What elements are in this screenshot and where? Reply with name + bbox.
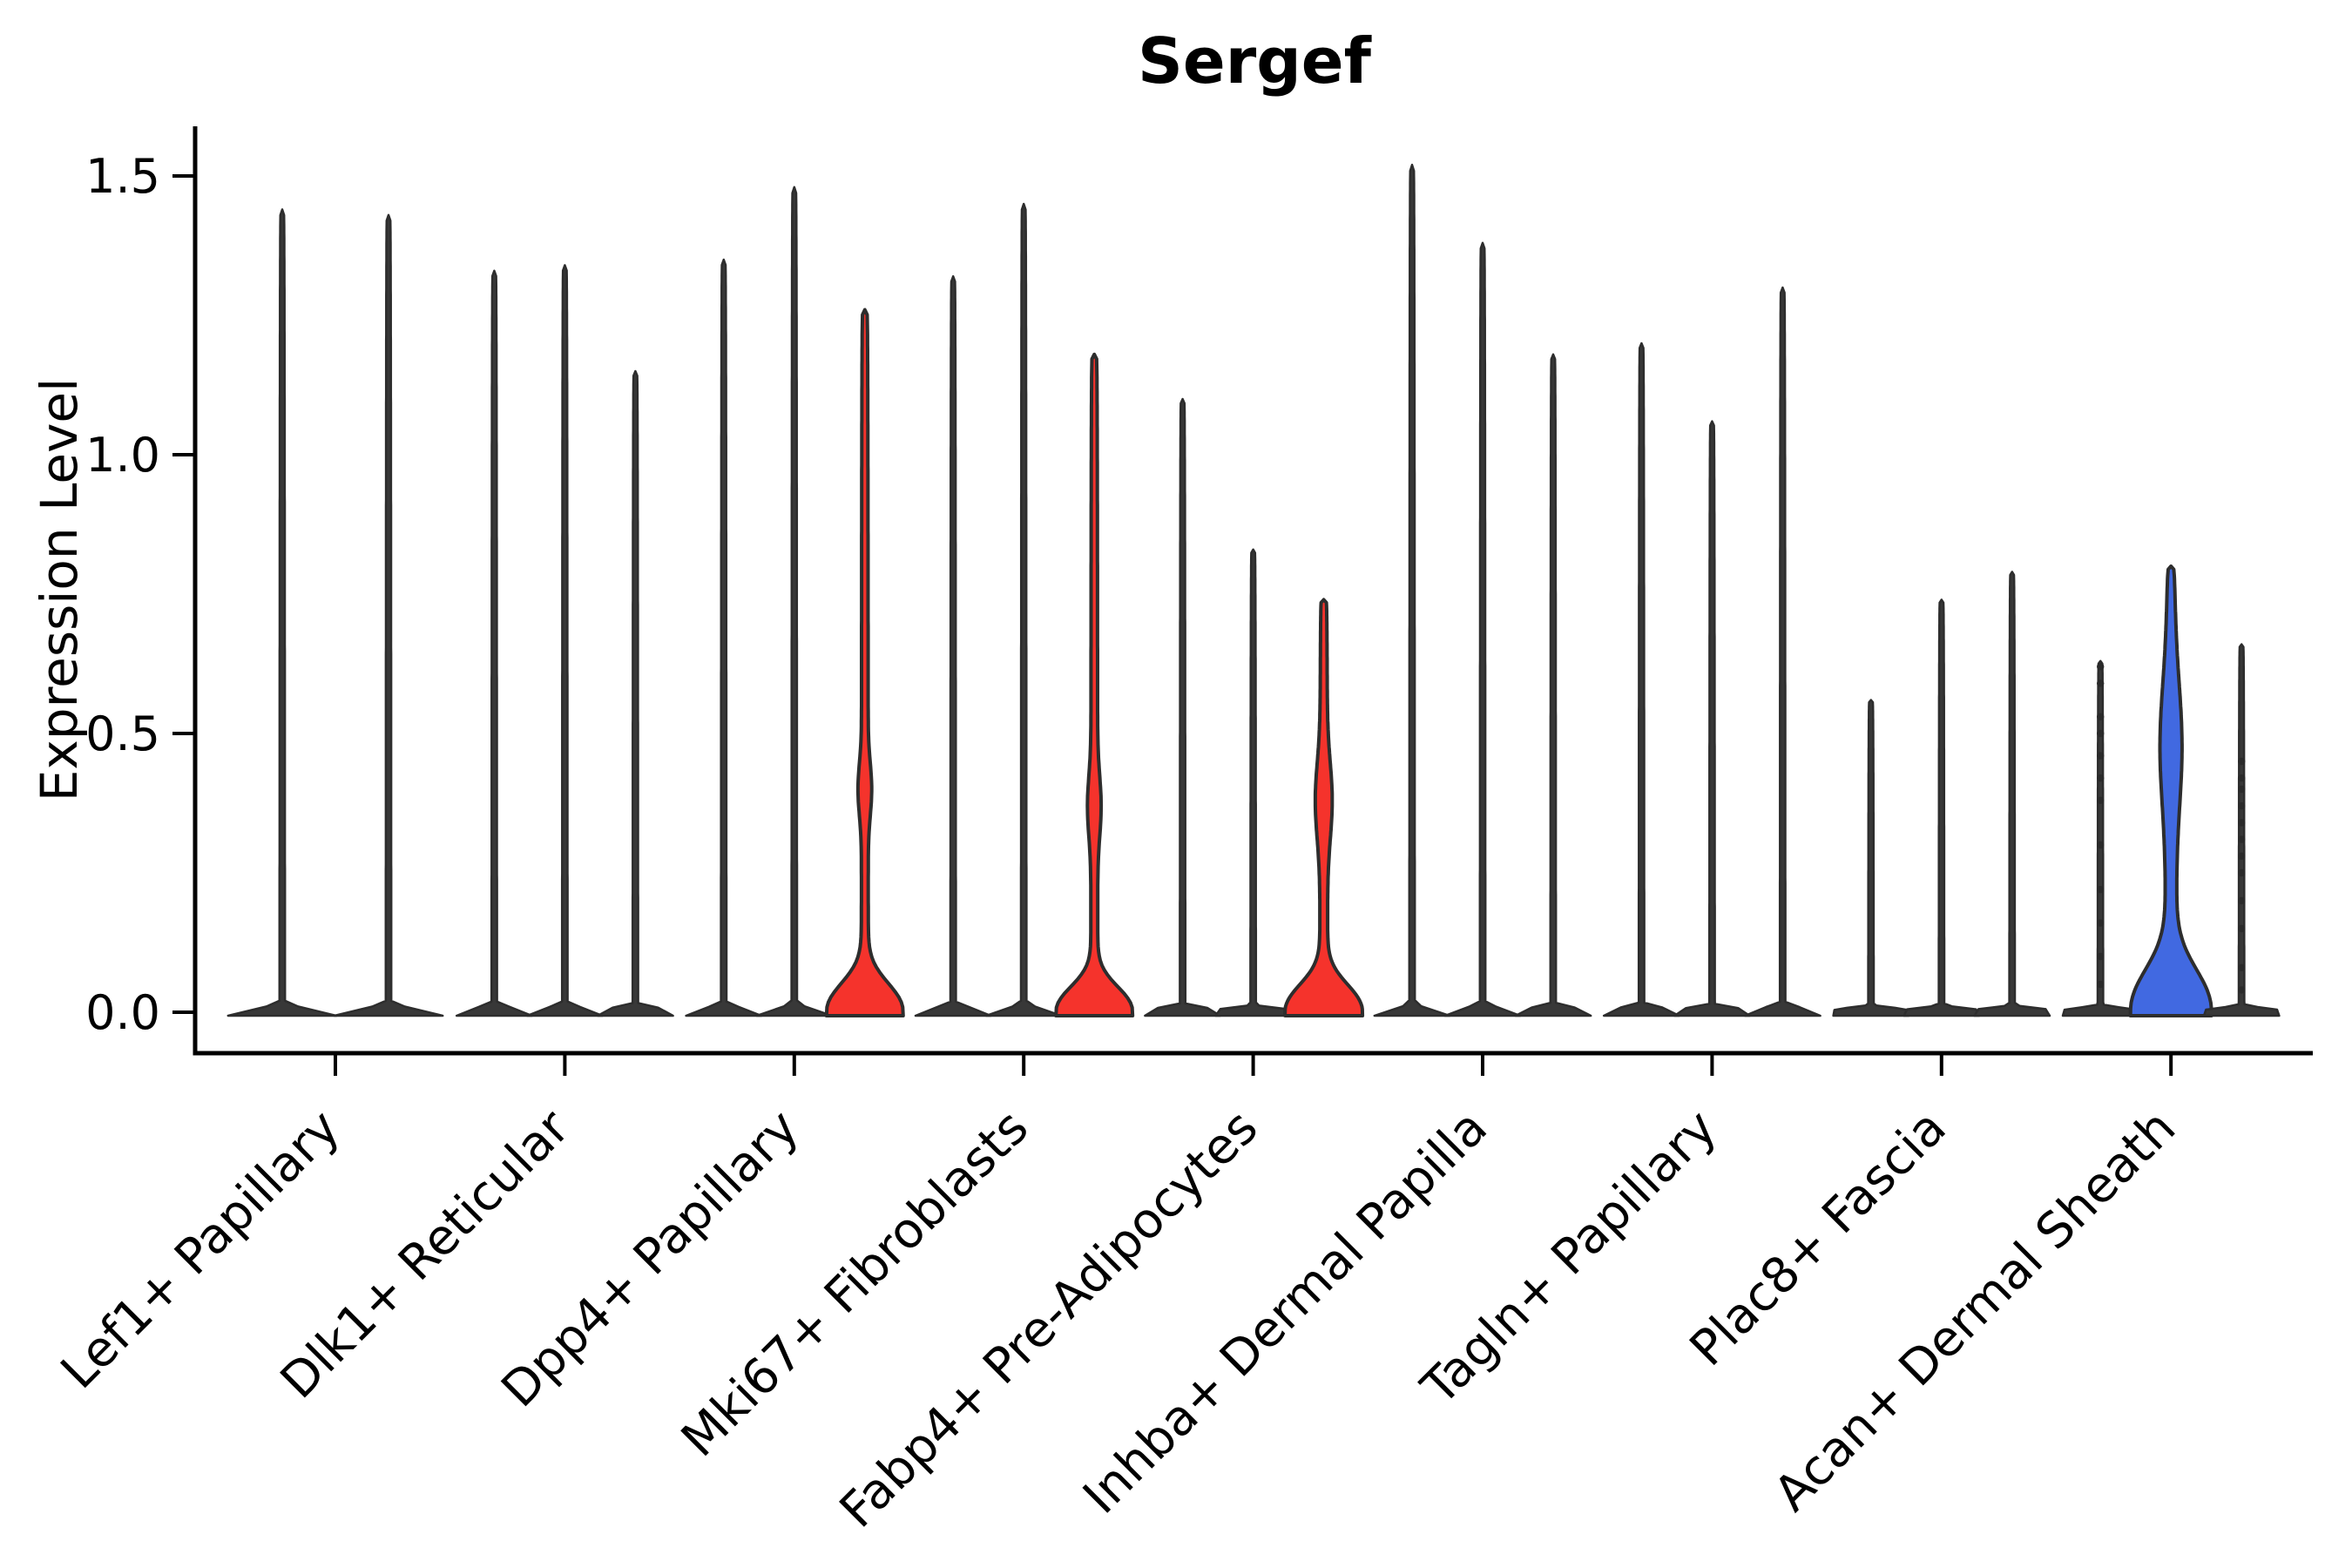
- violin-spike: [984, 202, 1063, 1017]
- y-tick-label: 0.5: [85, 706, 160, 761]
- violin-spike: [1373, 163, 1451, 1017]
- violin-spike: [2202, 643, 2281, 1017]
- jitter-point: [2238, 819, 2246, 827]
- violin-spike: [1673, 420, 1751, 1017]
- violin-spike: [1443, 241, 1522, 1017]
- jitter-point: [2097, 796, 2105, 804]
- violin-spike: [685, 258, 763, 1017]
- jitter-point: [2238, 963, 2246, 972]
- violin-red: [824, 308, 905, 1017]
- jitter-point: [2097, 729, 2105, 738]
- y-tick-label: 0.0: [85, 985, 160, 1040]
- violin-spike: [455, 269, 533, 1017]
- jitter-point: [2238, 774, 2246, 782]
- jitter-point: [2097, 663, 2105, 671]
- x-tick-label: Inhba+ Dermal Papilla: [1072, 1099, 1498, 1525]
- jitter-point: [2238, 785, 2246, 794]
- x-tick-label: Fabp4+ Pre-Adipocytes: [829, 1099, 1269, 1539]
- jitter-point: [2097, 919, 2105, 927]
- violin-spike: [333, 213, 444, 1017]
- violin-spike: [1602, 341, 1680, 1017]
- jitter-point: [2097, 980, 2105, 989]
- violin-spike: [1214, 548, 1293, 1017]
- jitter-point: [2238, 896, 2246, 905]
- jitter-point: [2097, 886, 2105, 894]
- violin-spike: [1514, 353, 1592, 1017]
- violin-red: [1283, 598, 1365, 1017]
- violin-spike: [226, 208, 338, 1017]
- violin-spike: [914, 274, 992, 1017]
- jitter-point: [2097, 774, 2105, 782]
- violin-spike: [596, 369, 674, 1017]
- violin-red: [1054, 352, 1135, 1017]
- jitter-point: [2238, 868, 2246, 877]
- violin-spike: [1973, 571, 2051, 1017]
- violin-spike: [2061, 659, 2139, 1017]
- violin-spike: [1144, 397, 1222, 1017]
- violins-layer: [226, 163, 2281, 1017]
- violin-spike: [525, 264, 604, 1017]
- jitter-point: [2238, 924, 2246, 933]
- jitter-point: [2238, 802, 2246, 810]
- jitter-point: [2097, 679, 2105, 687]
- violin-spike: [1743, 286, 1821, 1017]
- x-tick-label: Acan+ Dermal Sheath: [1763, 1099, 2186, 1523]
- jitter-point: [2238, 852, 2246, 860]
- jitter-point: [2238, 986, 2246, 994]
- y-tick-label: 1.0: [85, 428, 160, 483]
- chart-title: Sergef: [1138, 24, 1372, 98]
- violin-spike: [1832, 699, 1910, 1017]
- jitter-point: [2097, 841, 2105, 849]
- jitter-point: [2238, 835, 2246, 843]
- jitter-point: [2238, 757, 2246, 766]
- jitter-point: [2097, 952, 2105, 961]
- violin-spike: [1903, 598, 1981, 1017]
- violin-blue: [2128, 564, 2213, 1017]
- violin-spike: [755, 186, 834, 1017]
- y-axis-label: Expression Level: [30, 378, 89, 801]
- jitter-point: [2097, 752, 2105, 760]
- jitter-point: [2097, 713, 2105, 720]
- y-tick-label: 1.5: [85, 149, 160, 204]
